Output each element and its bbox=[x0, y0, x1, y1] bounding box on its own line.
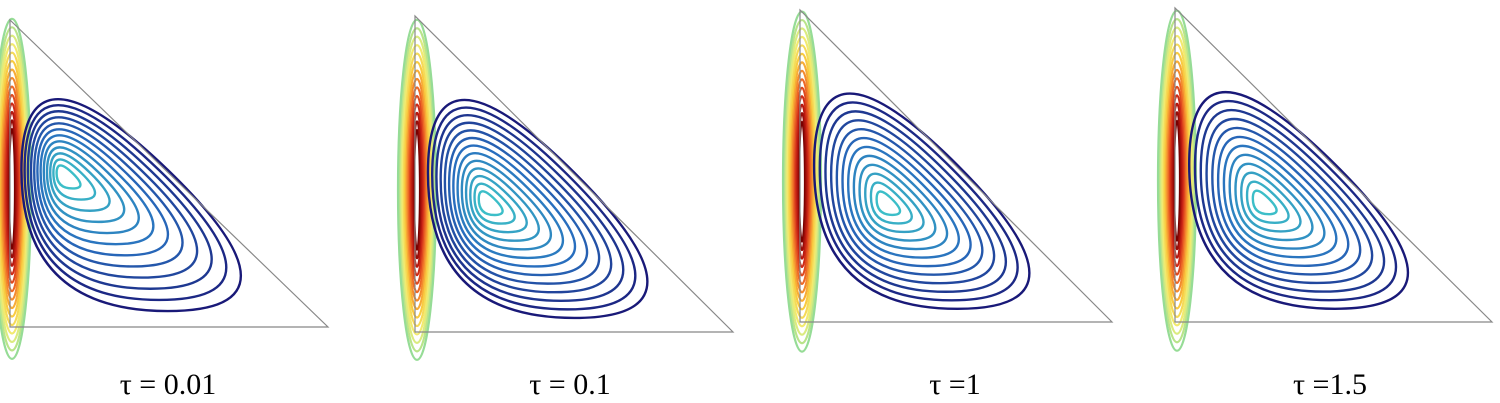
panel-label: τ =1 bbox=[929, 368, 980, 401]
wall-contour bbox=[401, 52, 433, 328]
streamline bbox=[469, 175, 528, 234]
panel: τ =1.5 bbox=[1156, 6, 1494, 401]
wall-contour bbox=[796, 112, 808, 252]
wall-contour bbox=[794, 95, 810, 269]
streamline bbox=[42, 140, 140, 235]
streamline bbox=[452, 144, 576, 268]
streamline bbox=[45, 146, 126, 224]
streamline bbox=[23, 104, 228, 302]
wall-contour bbox=[785, 35, 819, 328]
panel: τ =1 bbox=[781, 8, 1114, 401]
wall-contour bbox=[1166, 77, 1188, 285]
streamline bbox=[430, 106, 637, 311]
streamline bbox=[841, 137, 972, 268]
streamline bbox=[824, 110, 1008, 293]
streamline bbox=[447, 136, 589, 277]
wall-contour bbox=[790, 69, 814, 294]
cavity-outline bbox=[1174, 6, 1494, 323]
panel: τ = 0.01 bbox=[0, 17, 330, 401]
streamline bbox=[835, 127, 984, 276]
wall-contour bbox=[1165, 68, 1189, 293]
streamline bbox=[829, 119, 996, 285]
wall-contour bbox=[7, 127, 17, 250]
wall-contour bbox=[1169, 94, 1185, 268]
streamline bbox=[26, 110, 213, 290]
streamline bbox=[55, 164, 82, 190]
streamline bbox=[439, 121, 613, 294]
streamline bbox=[1234, 162, 1314, 242]
streamline bbox=[1199, 108, 1386, 293]
streamline bbox=[460, 159, 552, 251]
streamline bbox=[1222, 144, 1338, 259]
panel-label: τ = 0.01 bbox=[120, 368, 216, 401]
streamline bbox=[473, 182, 516, 225]
streamline bbox=[1228, 153, 1326, 250]
streamline bbox=[1205, 118, 1374, 285]
wall-contour bbox=[403, 61, 431, 319]
streamline bbox=[846, 145, 961, 259]
panel-label: τ =1.5 bbox=[1293, 368, 1367, 401]
cavity-outline bbox=[9, 18, 330, 328]
streamline bbox=[818, 101, 1019, 302]
wall-contour bbox=[406, 86, 428, 294]
streamline bbox=[1240, 171, 1302, 233]
panel-label: τ = 0.1 bbox=[529, 368, 610, 401]
streamline bbox=[456, 152, 565, 260]
wall-contour bbox=[795, 103, 809, 260]
wall-contour bbox=[797, 120, 807, 243]
streamline bbox=[435, 113, 625, 302]
panel: τ = 0.1 bbox=[396, 14, 735, 401]
wall-contour bbox=[5, 110, 19, 267]
streamline bbox=[426, 98, 649, 320]
wall-contour bbox=[4, 102, 20, 276]
wall-contour bbox=[412, 128, 422, 251]
streamline bbox=[852, 154, 949, 251]
wall-contour bbox=[407, 94, 427, 285]
streamline bbox=[1216, 135, 1350, 267]
streamline bbox=[864, 172, 925, 234]
streamline bbox=[20, 98, 242, 313]
streamline bbox=[36, 128, 169, 257]
streamline bbox=[443, 129, 601, 285]
wall-contour bbox=[792, 86, 812, 277]
streamline bbox=[1245, 180, 1290, 225]
wall-contour bbox=[1170, 102, 1184, 259]
wall-contour bbox=[784, 27, 820, 336]
streamline bbox=[52, 158, 97, 201]
streamline bbox=[875, 190, 902, 217]
wall-contour bbox=[410, 111, 424, 268]
cavity-outline bbox=[799, 8, 1114, 323]
wall-contour bbox=[0, 68, 25, 310]
wall-contour bbox=[398, 27, 436, 353]
streamline bbox=[1193, 100, 1397, 302]
wall-contour bbox=[786, 44, 818, 319]
streamline bbox=[812, 92, 1031, 311]
streamline bbox=[464, 167, 540, 242]
wall-contour bbox=[791, 78, 813, 286]
wall-contour bbox=[1172, 119, 1182, 242]
streamline bbox=[1211, 126, 1362, 276]
cavity-outline bbox=[414, 14, 735, 333]
streamline bbox=[29, 116, 199, 279]
streamline bbox=[869, 181, 913, 225]
streamline bbox=[48, 152, 111, 212]
streamline bbox=[858, 163, 937, 242]
wall-contour bbox=[2, 93, 22, 284]
wall-contour bbox=[6, 119, 18, 259]
streamline bbox=[477, 190, 504, 217]
wall-contour bbox=[409, 103, 425, 277]
wall-contour bbox=[0, 43, 29, 335]
wall-contour bbox=[1171, 111, 1183, 251]
streamline bbox=[33, 122, 184, 268]
wall-contour bbox=[411, 120, 423, 260]
streamline bbox=[1251, 189, 1278, 216]
streamline bbox=[39, 134, 155, 246]
streamline bbox=[1188, 91, 1409, 310]
wall-contour bbox=[1167, 85, 1187, 276]
